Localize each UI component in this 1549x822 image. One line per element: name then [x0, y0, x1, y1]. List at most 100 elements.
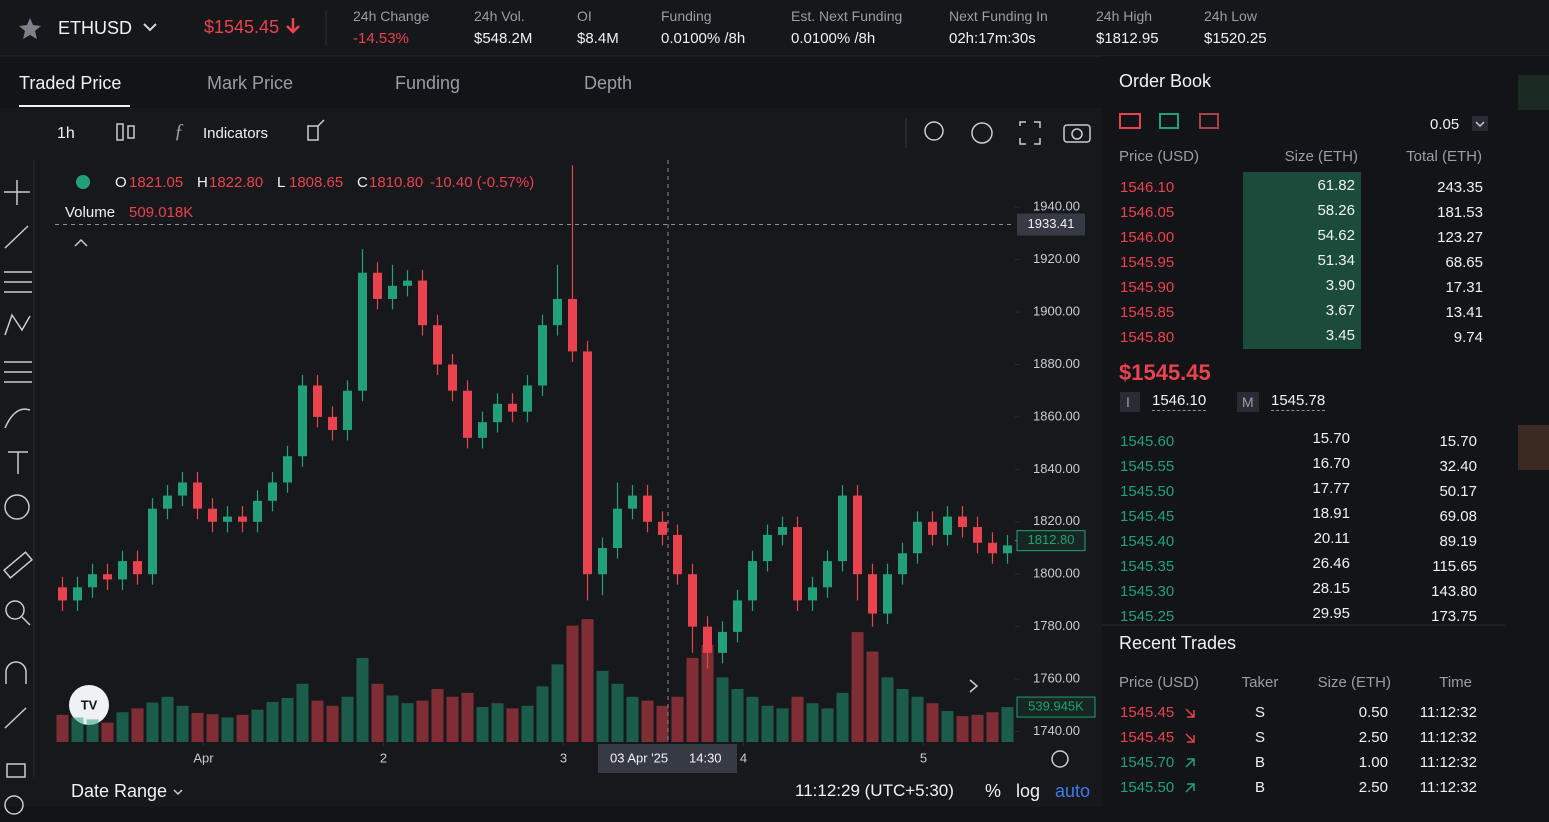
tab[interactable]: Traded Price: [19, 73, 122, 93]
volume-bar: [101, 722, 114, 742]
ask-price[interactable]: 1545.95: [1120, 254, 1175, 271]
axis-settings-icon[interactable]: [1051, 750, 1069, 768]
candle-body: [688, 574, 697, 627]
volume-bar: [281, 698, 294, 742]
crosshair-price-box: [1017, 213, 1085, 236]
symbol-dropdown[interactable]: [143, 23, 157, 32]
ask-depth-area: [1243, 172, 1361, 349]
candle-body: [163, 495, 172, 509]
indicators[interactable]: Indicators: [203, 125, 269, 142]
bid-price[interactable]: 1545.45: [1120, 508, 1175, 525]
series-dot[interactable]: [76, 175, 90, 189]
candle-body: [658, 521, 667, 535]
tool-line[interactable]: [4, 225, 29, 249]
candle-body: [553, 298, 562, 326]
auto-toggle[interactable]: auto: [1055, 781, 1091, 801]
ohlc-value: 1808.65: [289, 174, 344, 191]
interval[interactable]: 1h: [57, 125, 75, 142]
candle-body: [148, 508, 157, 575]
trade-arrow: [1185, 708, 1195, 718]
scroll-right-icon[interactable]: [969, 679, 979, 693]
bid-price[interactable]: 1545.25: [1120, 608, 1175, 625]
percent-toggle[interactable]: %: [985, 781, 1002, 801]
candle-body: [853, 495, 862, 575]
volume-bar: [671, 696, 684, 742]
tab[interactable]: Depth: [584, 73, 633, 93]
tool-ruler[interactable]: [3, 551, 33, 579]
bid-price[interactable]: 1545.50: [1120, 483, 1175, 500]
y-tick-label: 1920.00: [1033, 251, 1080, 266]
tool-eye[interactable]: [4, 795, 24, 815]
last-price: $1545.45: [204, 17, 280, 37]
log-toggle[interactable]: log: [1016, 781, 1041, 801]
chart-bg: [0, 160, 1102, 777]
volume-bar: [116, 712, 129, 742]
tick-size[interactable]: 0.05: [1430, 116, 1460, 133]
bid-price[interactable]: 1545.30: [1120, 583, 1175, 600]
settings-icon[interactable]: [971, 122, 993, 144]
popout-icon[interactable]: [307, 119, 325, 141]
candle-body: [928, 521, 937, 535]
candle-body: [373, 272, 382, 299]
ob-both-icon[interactable]: [1119, 113, 1141, 129]
ask-price[interactable]: 1546.05: [1120, 204, 1175, 221]
bid-price[interactable]: 1545.40: [1120, 533, 1175, 550]
ask-total: 9.74: [1453, 329, 1483, 346]
tool-emoji[interactable]: [4, 494, 30, 520]
tool-lock[interactable]: [6, 763, 26, 778]
symbol[interactable]: ETHUSD: [58, 18, 133, 38]
tick-dropdown[interactable]: [1472, 116, 1488, 131]
date-range[interactable]: Date Range: [71, 781, 168, 801]
tab[interactable]: Mark Price: [207, 73, 294, 93]
volume-bar: [476, 707, 489, 742]
trades-title: Recent Trades: [1119, 633, 1237, 653]
ask-price[interactable]: 1546.00: [1120, 229, 1175, 246]
candle-body: [868, 574, 877, 614]
fullscreen-icon[interactable]: [1019, 121, 1041, 145]
tool-zoom-handle[interactable]: [21, 616, 31, 626]
candle-body: [448, 364, 457, 391]
tool-zoom[interactable]: [5, 600, 25, 620]
y-tick-label: 1760.00: [1033, 671, 1080, 686]
ob-bids-icon[interactable]: [1159, 113, 1179, 129]
ohlc-value: 1810.80: [369, 174, 424, 191]
volume-bar: [626, 696, 639, 742]
bid-size: 20.11: [1313, 530, 1350, 547]
volume-bar: [491, 703, 504, 742]
camera-lens[interactable]: [1071, 128, 1083, 140]
ask-price[interactable]: 1545.85: [1120, 304, 1175, 321]
candle-body: [1003, 545, 1012, 554]
bid-price[interactable]: 1545.35: [1120, 558, 1175, 575]
candle-body: [568, 298, 577, 352]
chart-type-icon-2[interactable]: [127, 125, 135, 139]
ask-price[interactable]: 1546.10: [1120, 179, 1175, 196]
tab[interactable]: Funding: [395, 73, 461, 93]
ask-price[interactable]: 1545.90: [1120, 279, 1175, 296]
candle-body: [733, 600, 742, 632]
bid-price[interactable]: 1545.60: [1120, 433, 1175, 450]
star-icon[interactable]: [19, 18, 41, 39]
volume-bar: [521, 705, 534, 742]
ob-asks-icon[interactable]: [1199, 113, 1219, 129]
candle-body: [823, 561, 832, 588]
camera-icon[interactable]: [1063, 124, 1091, 143]
volume-bar: [551, 664, 564, 742]
stat-value: 0.0100% /8h: [791, 30, 876, 47]
bid-total: 32.40: [1439, 458, 1477, 475]
tool-text[interactable]: [8, 451, 28, 474]
bid-price[interactable]: 1545.55: [1120, 458, 1175, 475]
fx-icon[interactable]: ƒ: [174, 120, 184, 142]
tv-logo[interactable]: [69, 685, 109, 725]
tool-brush[interactable]: [4, 408, 31, 429]
y-tick-label: 1840.00: [1033, 461, 1080, 476]
tool-magnet[interactable]: [5, 661, 27, 684]
collapse-icon[interactable]: [74, 238, 88, 247]
ask-price[interactable]: 1545.80: [1120, 329, 1175, 346]
tool-pencil[interactable]: [4, 707, 27, 729]
alert-icon[interactable]: [924, 121, 944, 141]
y-tick-label: 1800.00: [1033, 566, 1080, 581]
tool-pattern[interactable]: [4, 313, 31, 336]
candle-body: [703, 626, 712, 653]
chart-type-icon[interactable]: [116, 123, 124, 141]
